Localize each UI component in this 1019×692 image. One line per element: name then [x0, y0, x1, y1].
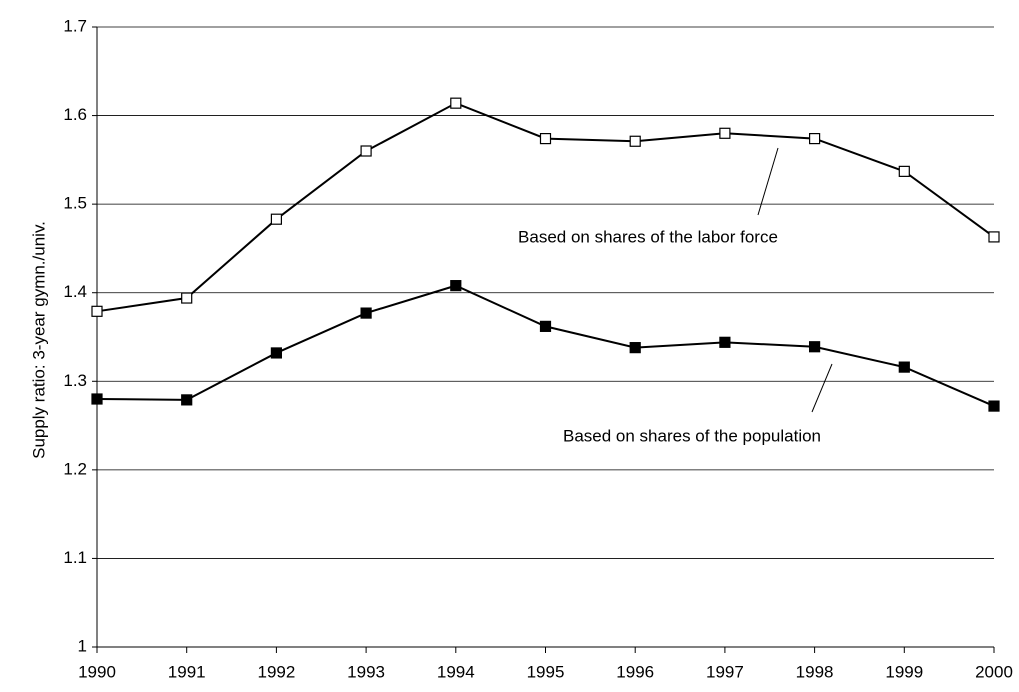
x-tick-label: 1991 [168, 662, 206, 681]
x-tick-label: 1996 [616, 662, 654, 681]
y-axis-label: Supply ratio: 3-year gymn./univ. [29, 221, 48, 459]
y-tick-label: 1.6 [63, 105, 87, 124]
x-tick-label: 1995 [527, 662, 565, 681]
y-tick-label: 1 [78, 636, 87, 655]
data-point [988, 400, 1000, 412]
data-point [91, 305, 103, 317]
series-annotation: Based on shares of the population [563, 426, 821, 445]
x-tick-label: 1999 [885, 662, 923, 681]
y-tick-label: 1.5 [63, 194, 87, 213]
data-point [360, 307, 372, 319]
x-tick-label: 1998 [796, 662, 834, 681]
x-tick-label: 1993 [347, 662, 385, 681]
data-point [450, 97, 462, 109]
y-tick-label: 1.7 [63, 16, 87, 35]
data-point [270, 213, 282, 225]
data-point [988, 231, 1000, 243]
x-tick-label: 1994 [437, 662, 475, 681]
x-tick-label: 1992 [257, 662, 295, 681]
data-point [91, 393, 103, 405]
x-tick-label: 1997 [706, 662, 744, 681]
series-line [96, 284, 995, 408]
data-point [719, 336, 731, 348]
y-tick-label: 1.1 [63, 548, 87, 567]
data-point [539, 320, 552, 332]
leader-line [811, 363, 833, 413]
y-tick-label: 1.3 [63, 371, 87, 390]
data-point [808, 133, 821, 145]
data-point [270, 347, 282, 359]
data-point [898, 165, 910, 177]
data-point [629, 135, 641, 147]
data-point [181, 292, 193, 304]
data-point [539, 133, 552, 145]
data-point [360, 145, 372, 157]
x-tick-label: 1990 [78, 662, 116, 681]
data-point [450, 280, 462, 292]
data-point [898, 361, 910, 373]
y-tick-label: 1.4 [63, 282, 87, 301]
data-point [629, 342, 641, 354]
series-annotation: Based on shares of the labor force [518, 227, 778, 246]
y-tick-label: 1.2 [63, 459, 87, 478]
x-tick-label: 2000 [975, 662, 1013, 681]
data-point [181, 394, 193, 406]
leader-line [757, 147, 779, 216]
data-point [808, 341, 821, 353]
data-point [719, 127, 731, 139]
